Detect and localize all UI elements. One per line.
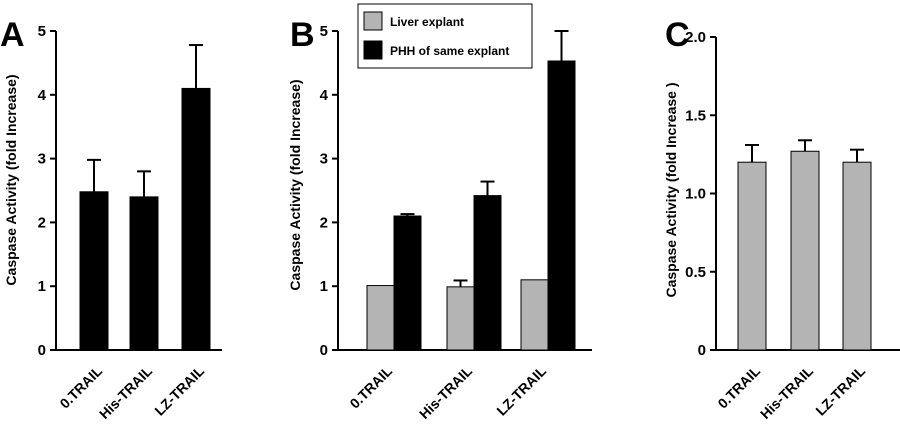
legend-label: PHH of same explant [390,44,509,58]
bar [842,161,872,351]
bar [181,87,211,351]
category-label: 0.TRAIL [714,362,763,411]
legend-label: Liver explant [390,15,464,29]
bar [547,60,576,351]
bar [79,191,109,351]
legend-box [357,3,533,69]
y-tick-label: 5 [38,23,46,40]
y-tick-label: 0 [38,342,46,359]
y-tick-label: 3 [38,151,46,168]
y-axis-title: Caspase Activity (fold Increase ) [663,82,679,297]
y-tick-label: 0.5 [685,264,706,281]
panel-letter: B [290,16,315,54]
panel-letter: C [665,16,690,54]
y-tick-label: 0 [698,342,706,359]
category-label: His-TRAIL [757,362,816,421]
y-tick-label: 4 [320,87,329,104]
category-label: LZ-TRAIL [151,362,207,418]
bar [129,196,159,351]
y-tick-label: 1.5 [685,107,706,124]
category-label: LZ-TRAIL [812,362,868,418]
y-tick-label: 1 [320,278,328,295]
bar [446,286,475,351]
y-tick-label: 1 [38,278,46,295]
panel-b: B 0 1 2 3 4 5 Caspase Activity (fold Increase) 0… [287,3,592,422]
bar [473,195,502,351]
y-tick-label: 2.0 [685,29,706,46]
y-tick-label: 2 [38,214,46,231]
bar [366,285,395,351]
bar [737,161,767,351]
bar [393,215,422,351]
category-label: His-TRAIL [96,362,155,421]
y-tick-label: 0 [320,342,328,359]
y-tick-label: 2 [320,214,328,231]
y-axis-title: Caspase Activity (fold Increase) [3,74,19,285]
category-label: His-TRAIL [416,362,475,421]
bar [790,150,820,351]
legend-swatch [363,40,383,60]
bar [520,279,549,351]
panel-a: A 0 1 2 3 4 5 Caspase Activity (fold Increase) 0… [0,16,222,422]
y-tick-label: 1.0 [685,186,706,203]
y-axis-title: Caspase Activity (fold Increase) [287,79,303,290]
category-label: 0.TRAIL [56,362,105,411]
y-tick-label: 5 [320,23,328,40]
panel-c: C 0 0.5 1.0 1.5 2.0 Caspase Activity (fold Inc… [663,16,900,422]
y-tick-label: 4 [38,87,47,104]
panel-letter: A [0,16,25,54]
y-tick-label: 3 [320,151,328,168]
legend-swatch [363,11,383,31]
category-label: LZ-TRAIL [493,362,549,418]
legend: Liver explant PHH of same explant [357,3,533,69]
category-label: 0.TRAIL [346,362,395,411]
